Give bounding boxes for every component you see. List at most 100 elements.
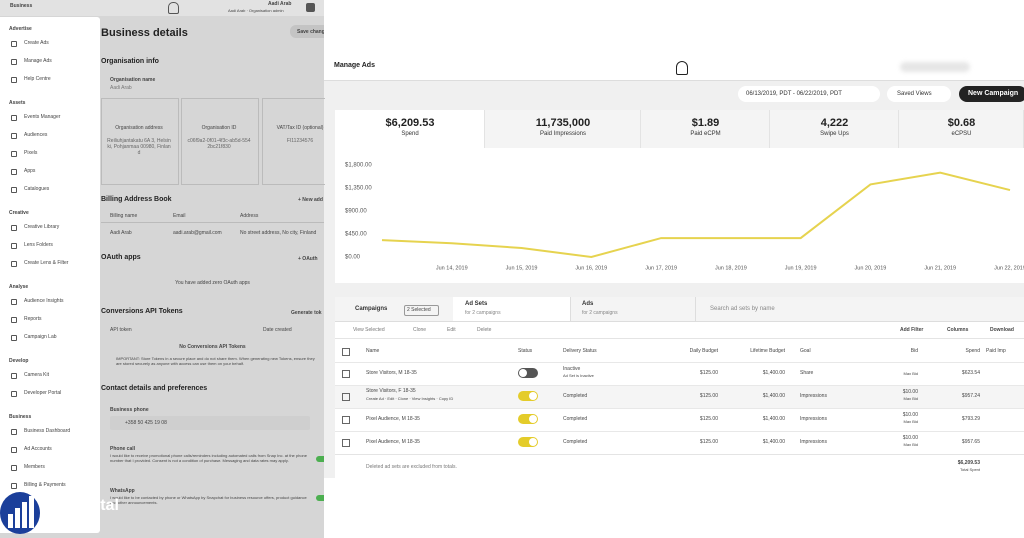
metric-label: Swipe Ups xyxy=(820,131,849,137)
info-label: Organisation ID xyxy=(201,125,237,131)
row xyxy=(335,362,1024,386)
checkbox[interactable] xyxy=(342,370,350,378)
sidebar-item[interactable]: Catalogues xyxy=(24,186,50,192)
sidebar-item[interactable]: Business Dashboard xyxy=(24,428,71,434)
sidebar-section: Analyse xyxy=(9,284,29,290)
sidebar-item[interactable]: Audiences xyxy=(24,132,48,138)
toggle[interactable] xyxy=(316,495,324,501)
toolbar-btn[interactable]: Edit xyxy=(447,327,456,333)
app-title[interactable]: Manage Ads xyxy=(334,62,375,69)
toggle[interactable] xyxy=(518,437,538,447)
logo-bar xyxy=(15,508,20,528)
sidebar-item[interactable]: Create Lens & Filter xyxy=(24,260,69,266)
empty-note: No Conversions API Tokens xyxy=(179,344,246,350)
sidebar-item[interactable]: Manage Ads xyxy=(24,58,52,64)
adset-name[interactable]: Store Visitors, F 18-35 xyxy=(366,388,416,394)
metric-tab[interactable] xyxy=(335,110,485,148)
tab-badge: 2 Selected xyxy=(407,307,431,313)
sidebar-section: Creative xyxy=(9,210,29,216)
sidebar-item[interactable]: Reports xyxy=(24,316,42,322)
tab-title[interactable]: Ads xyxy=(582,301,594,307)
views-btn[interactable] xyxy=(887,86,951,102)
page-title: Business details xyxy=(101,27,188,39)
checkbox[interactable] xyxy=(342,393,350,401)
sidebar-icon xyxy=(11,115,17,121)
toggle[interactable] xyxy=(518,414,538,424)
sidebar-item[interactable]: Create Ads xyxy=(24,40,49,46)
toolbar-btn[interactable]: Clone xyxy=(413,327,427,333)
metric-tab[interactable] xyxy=(899,110,1024,148)
toggle[interactable] xyxy=(316,456,324,462)
toolbar-btn[interactable]: Columns xyxy=(947,327,969,333)
views-text[interactable]: Saved Views xyxy=(897,91,932,97)
field-value: Aadi Arab xyxy=(110,85,132,91)
tab[interactable] xyxy=(453,297,571,321)
sidebar-item[interactable]: Help Centre xyxy=(24,76,51,82)
sidebar-item[interactable]: Members xyxy=(24,464,45,470)
sidebar-item[interactable]: Audience Insights xyxy=(24,298,64,304)
adset-name[interactable]: Pixel Audience, M 18-35 xyxy=(366,416,420,422)
metric-tab[interactable] xyxy=(641,110,770,148)
new-btn[interactable] xyxy=(959,86,1024,102)
sidebar-item[interactable]: Developer Portal xyxy=(24,390,62,396)
daily-budget: $125.00 xyxy=(699,439,718,445)
toolbar-btn[interactable]: Add Filter xyxy=(900,327,924,333)
toggle[interactable] xyxy=(518,391,538,401)
sidebar-item[interactable]: Billing & Payments xyxy=(24,482,66,488)
sidebar-item[interactable]: Creative Library xyxy=(24,224,60,230)
metric-value: $6,209.53 xyxy=(385,117,435,129)
sidebar-icon xyxy=(11,169,17,175)
button[interactable]: Generate tok xyxy=(291,310,322,316)
button[interactable]: + New add xyxy=(298,197,323,203)
sidebar-icon xyxy=(11,373,17,379)
checkbox[interactable] xyxy=(342,348,350,356)
toggle[interactable] xyxy=(518,368,538,378)
business-menu[interactable]: Business xyxy=(10,3,33,9)
sidebar-item[interactable]: Camera Kit xyxy=(24,372,50,378)
bid-type: Max Bid xyxy=(903,419,918,424)
date-btn[interactable] xyxy=(738,86,880,102)
metric-value: 11,735,000 xyxy=(535,117,591,129)
footer-note: Deleted ad sets are excluded from totals… xyxy=(366,464,457,470)
adset-name[interactable]: Store Visitors, M 18-35 xyxy=(366,370,417,376)
col-head: Daily Budget xyxy=(689,348,718,354)
spend: $793.29 xyxy=(961,416,980,422)
sidebar-item[interactable]: Events Manager xyxy=(24,114,61,120)
sidebar-item[interactable]: Apps xyxy=(24,168,36,174)
blurred-account xyxy=(900,62,970,72)
pref-title: Phone call xyxy=(110,446,136,452)
section-heading: OAuth apps xyxy=(101,254,141,261)
col-head: Lifetime Budget xyxy=(750,348,785,354)
sidebar-item[interactable]: Ad Accounts xyxy=(24,446,52,452)
toolbar-btn[interactable]: Delete xyxy=(477,327,492,333)
checkbox[interactable] xyxy=(342,416,350,424)
save-text[interactable]: Save chang xyxy=(297,29,325,35)
sidebar-item[interactable]: Lens Folders xyxy=(24,242,53,248)
sidebar-section: Develop xyxy=(9,358,29,364)
spend: $957.24 xyxy=(961,393,980,399)
metric-tab[interactable] xyxy=(770,110,899,148)
sidebar-section: Advertise xyxy=(9,26,32,32)
metric-tab[interactable] xyxy=(485,110,641,148)
checkbox[interactable] xyxy=(342,439,350,447)
delivery: Completed xyxy=(563,439,588,445)
pref-title: WhatsApp xyxy=(110,488,135,494)
tab-title[interactable]: Campaigns xyxy=(355,306,388,312)
tab-title[interactable]: Ad Sets xyxy=(465,301,488,307)
search[interactable]: Search ad sets by name xyxy=(710,306,775,312)
sidebar-icon xyxy=(11,243,17,249)
daily-budget: $125.00 xyxy=(699,393,718,399)
new-text[interactable]: New Campaign xyxy=(968,90,1019,97)
adset-name[interactable]: Pixel Audience, M 18-35 xyxy=(366,439,420,445)
toolbar-btn[interactable]: View Selected xyxy=(353,327,385,333)
date-text[interactable]: 06/13/2019, PDT - 06/22/2019, PDT xyxy=(746,91,842,97)
tab[interactable] xyxy=(570,297,696,321)
bid-type: Max Bid xyxy=(903,371,918,376)
row-actions: Create Ad · Edit · Clone · View Insights… xyxy=(366,396,454,401)
toolbar-btn[interactable]: Download xyxy=(990,327,1014,333)
top-bar xyxy=(0,0,324,16)
sidebar-item[interactable]: Pixels xyxy=(24,150,38,156)
save-btn[interactable] xyxy=(290,25,324,38)
sidebar-item[interactable]: Campaign Lab xyxy=(24,334,57,340)
button[interactable]: + OAuth xyxy=(298,256,318,262)
